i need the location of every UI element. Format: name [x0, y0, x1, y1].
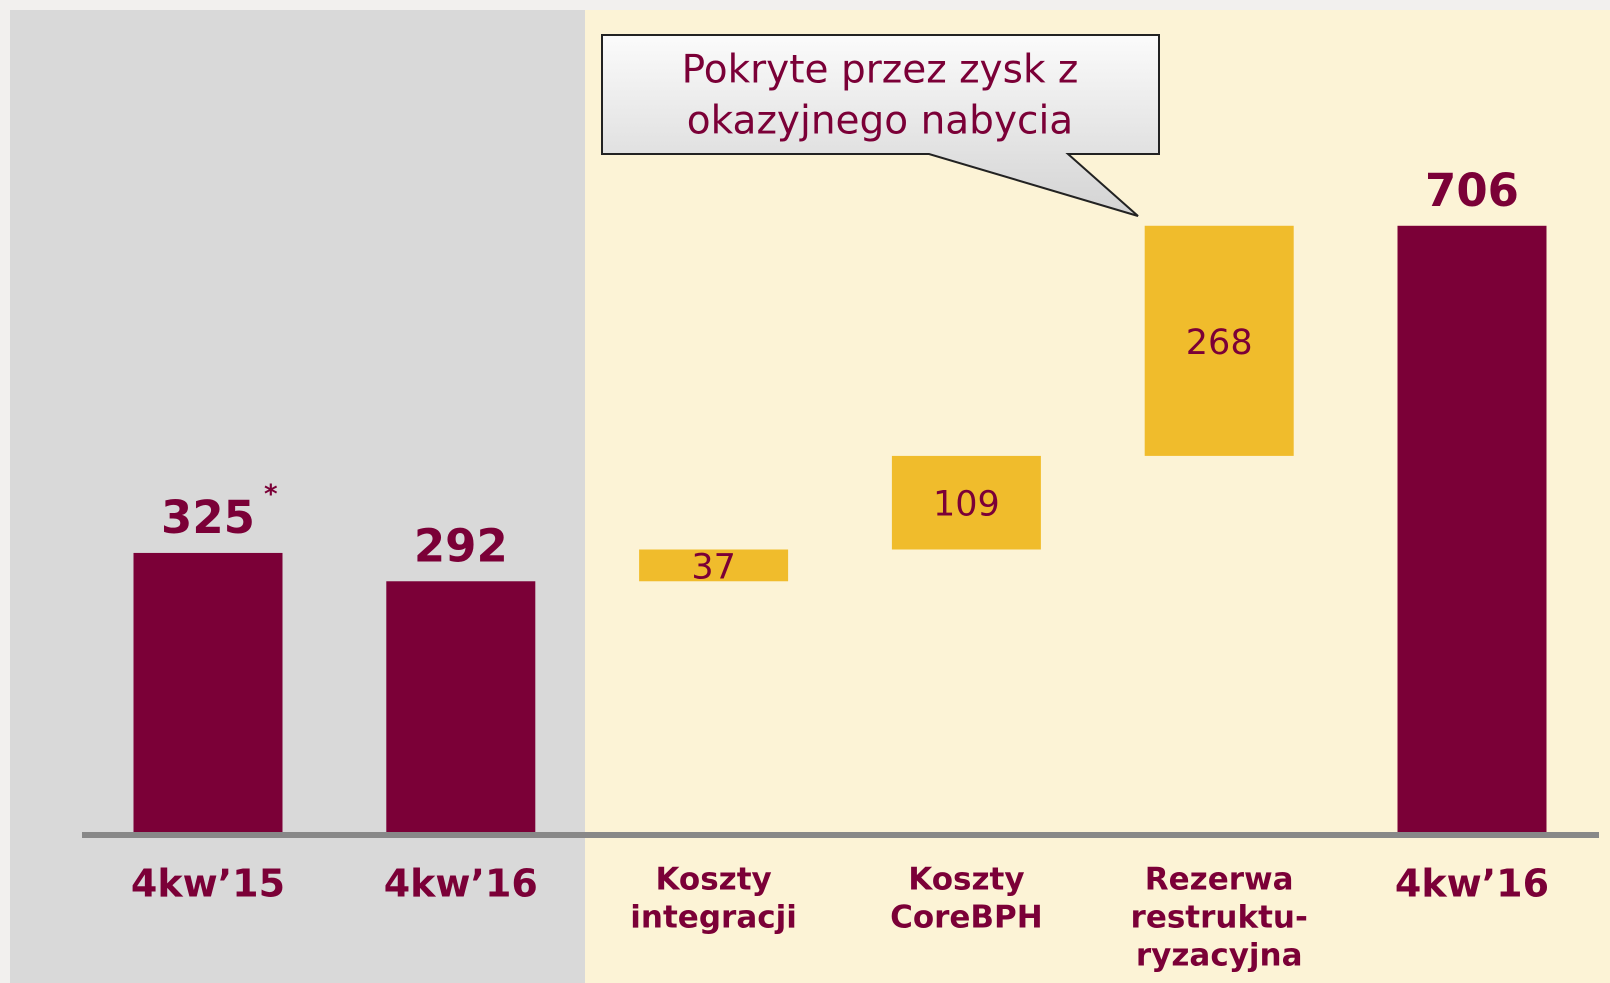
value-label: 268: [1186, 323, 1253, 363]
callout-text: Pokryte przez zysk z: [682, 48, 1079, 93]
category-label: CoreBPH: [890, 900, 1043, 936]
value-label: 292: [414, 519, 508, 572]
total-bar: [386, 581, 536, 832]
category-label: 4kw’16: [384, 862, 538, 906]
delta-bar: [891, 455, 1041, 550]
callout-box: [601, 34, 1160, 217]
category-label: restruktu-: [1131, 900, 1308, 936]
total-bar: [1397, 225, 1547, 833]
category-label: 4kw’15: [131, 862, 285, 906]
category-label: Koszty: [908, 862, 1024, 898]
value-label: 325: [161, 491, 255, 544]
callout: Pokryte przez zysk z okazyjnego nabycia: [601, 34, 1160, 217]
category-label: ryzacyjna: [1136, 938, 1303, 974]
note-marker: *: [264, 479, 278, 509]
value-label: 37: [691, 547, 736, 587]
callout-text: okazyjnego nabycia: [687, 99, 1073, 144]
total-bar: [133, 552, 283, 832]
delta-bar: [639, 549, 789, 582]
delta-bar: [1144, 225, 1294, 456]
category-label: Rezerwa: [1145, 862, 1294, 898]
category-label: Koszty: [655, 862, 771, 898]
value-label: 706: [1425, 164, 1519, 217]
value-label: 109: [933, 485, 1000, 525]
category-label: integracji: [630, 900, 797, 936]
category-label: 4kw’16: [1395, 862, 1549, 906]
